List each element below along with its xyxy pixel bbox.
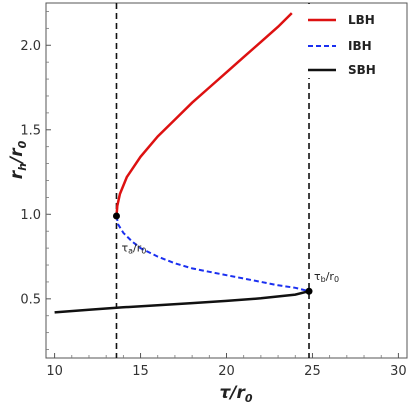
series-lbh-line [115, 12, 293, 217]
series-ibh-line [115, 215, 310, 293]
legend-background [300, 4, 402, 78]
y-tick-label: 2.0 [20, 39, 41, 54]
legend-label-lbh: LBH [348, 13, 375, 27]
x-tick-label: 25 [304, 364, 321, 379]
critical-point [112, 212, 120, 220]
legend-label-ibh: IBH [348, 39, 372, 53]
series-sbh-line [54, 289, 310, 314]
tau-b-label: τb/r0 [314, 270, 339, 284]
y-axis-title: rh/r0 [7, 140, 29, 179]
critical-point [305, 287, 313, 295]
y-tick-label: 0.5 [20, 292, 41, 307]
x-tick-label: 10 [46, 364, 63, 379]
axis-ticks: 10 15 20 25 30 0.5 1.0 1.5 2.0 [20, 11, 407, 379]
legend: LBH IBH SBH [300, 4, 402, 78]
x-tick-label: 20 [218, 364, 235, 379]
x-tick-label: 15 [132, 364, 149, 379]
x-axis-title: τ/r0 [219, 383, 252, 405]
vline-annotations: τa/r0 τb/r0 [121, 242, 339, 285]
legend-label-sbh: SBH [348, 63, 376, 77]
tau-a-label: τa/r0 [121, 242, 146, 256]
x-tick-label: 30 [390, 364, 407, 379]
y-tick-label: 1.5 [20, 123, 41, 138]
y-tick-label: 1.0 [20, 208, 41, 223]
